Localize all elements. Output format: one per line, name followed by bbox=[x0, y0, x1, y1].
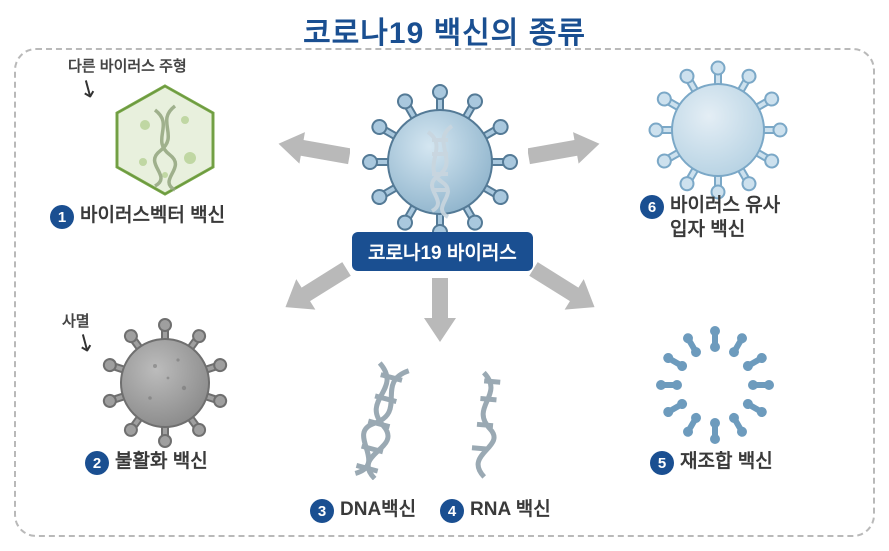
item1-text: 바이러스벡터 백신 bbox=[80, 204, 225, 228]
item3-label: 3 DNA백신 bbox=[310, 498, 416, 523]
arrow-to-2 bbox=[280, 260, 352, 316]
item6-label: 6 바이러스 유사 입자 백신 bbox=[640, 194, 780, 242]
page-title: 코로나19 백신의 종류 bbox=[0, 0, 889, 52]
central-virus-illustration bbox=[360, 82, 520, 242]
central-label: 코로나19 바이러스 bbox=[352, 232, 533, 271]
arrow-to-5 bbox=[528, 260, 600, 316]
item4-badge: 4 bbox=[440, 499, 464, 523]
item2-badge: 2 bbox=[85, 451, 109, 475]
item4-label: 4 RNA 백신 bbox=[440, 498, 551, 523]
item3-illustration bbox=[345, 360, 415, 480]
item6-text: 바이러스 유사 입자 백신 bbox=[670, 194, 780, 242]
item1-label: 1 바이러스벡터 백신 bbox=[50, 204, 225, 229]
item2-text: 불활화 백신 bbox=[115, 450, 208, 474]
arrow-to-6 bbox=[528, 130, 600, 170]
item5-badge: 5 bbox=[650, 451, 674, 475]
vlp-icon bbox=[648, 60, 788, 200]
item1-illustration bbox=[105, 80, 225, 200]
item5-label: 5 재조합 백신 bbox=[650, 450, 773, 475]
rna-helix-icon bbox=[455, 370, 515, 480]
item2-illustration bbox=[100, 318, 230, 448]
item6-illustration bbox=[648, 60, 788, 200]
hexagon-virus-icon bbox=[105, 80, 225, 200]
virus-icon bbox=[360, 82, 520, 242]
item4-illustration bbox=[455, 370, 515, 480]
item6-badge: 6 bbox=[640, 195, 664, 219]
item1-badge: 1 bbox=[50, 205, 74, 229]
dna-helix-icon bbox=[345, 360, 415, 480]
arrow-to-1 bbox=[278, 130, 350, 170]
inactivated-virus-icon bbox=[100, 318, 230, 448]
protein-ring-icon bbox=[650, 320, 780, 450]
item5-text: 재조합 백신 bbox=[680, 450, 773, 474]
item4-text: RNA 백신 bbox=[470, 498, 551, 522]
arrow-to-3-4 bbox=[420, 278, 460, 342]
item3-text: DNA백신 bbox=[340, 498, 416, 522]
item2-label: 2 불활화 백신 bbox=[85, 450, 208, 475]
item5-illustration bbox=[650, 320, 780, 450]
item3-badge: 3 bbox=[310, 499, 334, 523]
